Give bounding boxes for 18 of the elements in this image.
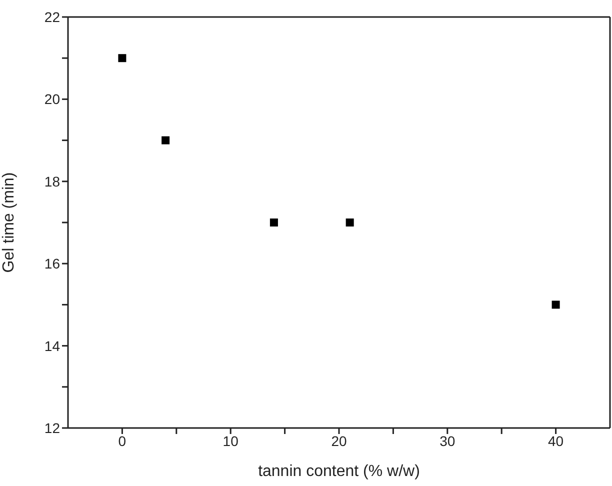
y-tick-label: 16	[44, 256, 60, 272]
x-tick-label: 30	[440, 432, 456, 449]
y-tick-label: 20	[44, 91, 60, 108]
x-tick-label: 20	[331, 432, 347, 449]
point	[162, 136, 170, 144]
y-tick-label: 22	[44, 8, 60, 25]
y-tick-label: 12	[44, 420, 60, 436]
x-tick-label: 10	[222, 432, 239, 449]
point	[346, 218, 354, 226]
point	[552, 300, 560, 309]
point	[270, 218, 278, 226]
y-axis-title: Gel time (min)	[0, 172, 18, 273]
y-tick-label: 14	[44, 338, 60, 354]
x-tick-label: 0	[118, 432, 126, 449]
y-tick-label: 18	[44, 173, 60, 190]
point	[118, 54, 126, 62]
x-axis-title: tannin content (% w/w)	[258, 463, 420, 480]
x-tick-label: 40	[548, 432, 564, 449]
